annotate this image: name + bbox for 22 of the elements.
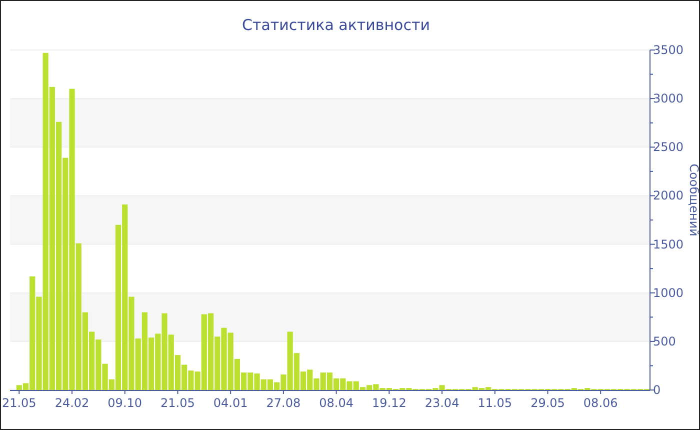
y-axis-title: Сообщений	[687, 164, 700, 236]
y-tick-label: 1500	[653, 237, 684, 252]
x-tick-label: 27.08	[266, 396, 301, 410]
y-tick-label: 2000	[653, 188, 684, 203]
y-tick-label: 3500	[653, 43, 684, 57]
x-tick-label: 04.01	[213, 396, 248, 410]
chart-title: Статистика активности	[242, 16, 430, 34]
x-tick-label: 21.05	[2, 396, 36, 410]
y-tick-label: 3000	[653, 92, 684, 106]
x-tick-label: 08.04	[319, 396, 354, 410]
x-tick-label: 08.06	[583, 396, 618, 410]
x-tick-label: 11.05	[478, 396, 512, 410]
x-tick-label: 29.05	[530, 396, 565, 410]
x-tick-label: 21.05	[160, 396, 195, 410]
x-tick-label: 09.10	[108, 396, 142, 410]
x-tick-label: 24.02	[54, 396, 90, 410]
y-tick-label: 0	[653, 383, 661, 397]
y-tick-label: 2500	[653, 140, 684, 154]
y-tick-label: 1000	[653, 286, 684, 300]
x-tick-label: 19.12	[372, 396, 406, 410]
x-tick-label: 23.04	[424, 396, 460, 410]
y-tick-label: 500	[653, 334, 676, 348]
